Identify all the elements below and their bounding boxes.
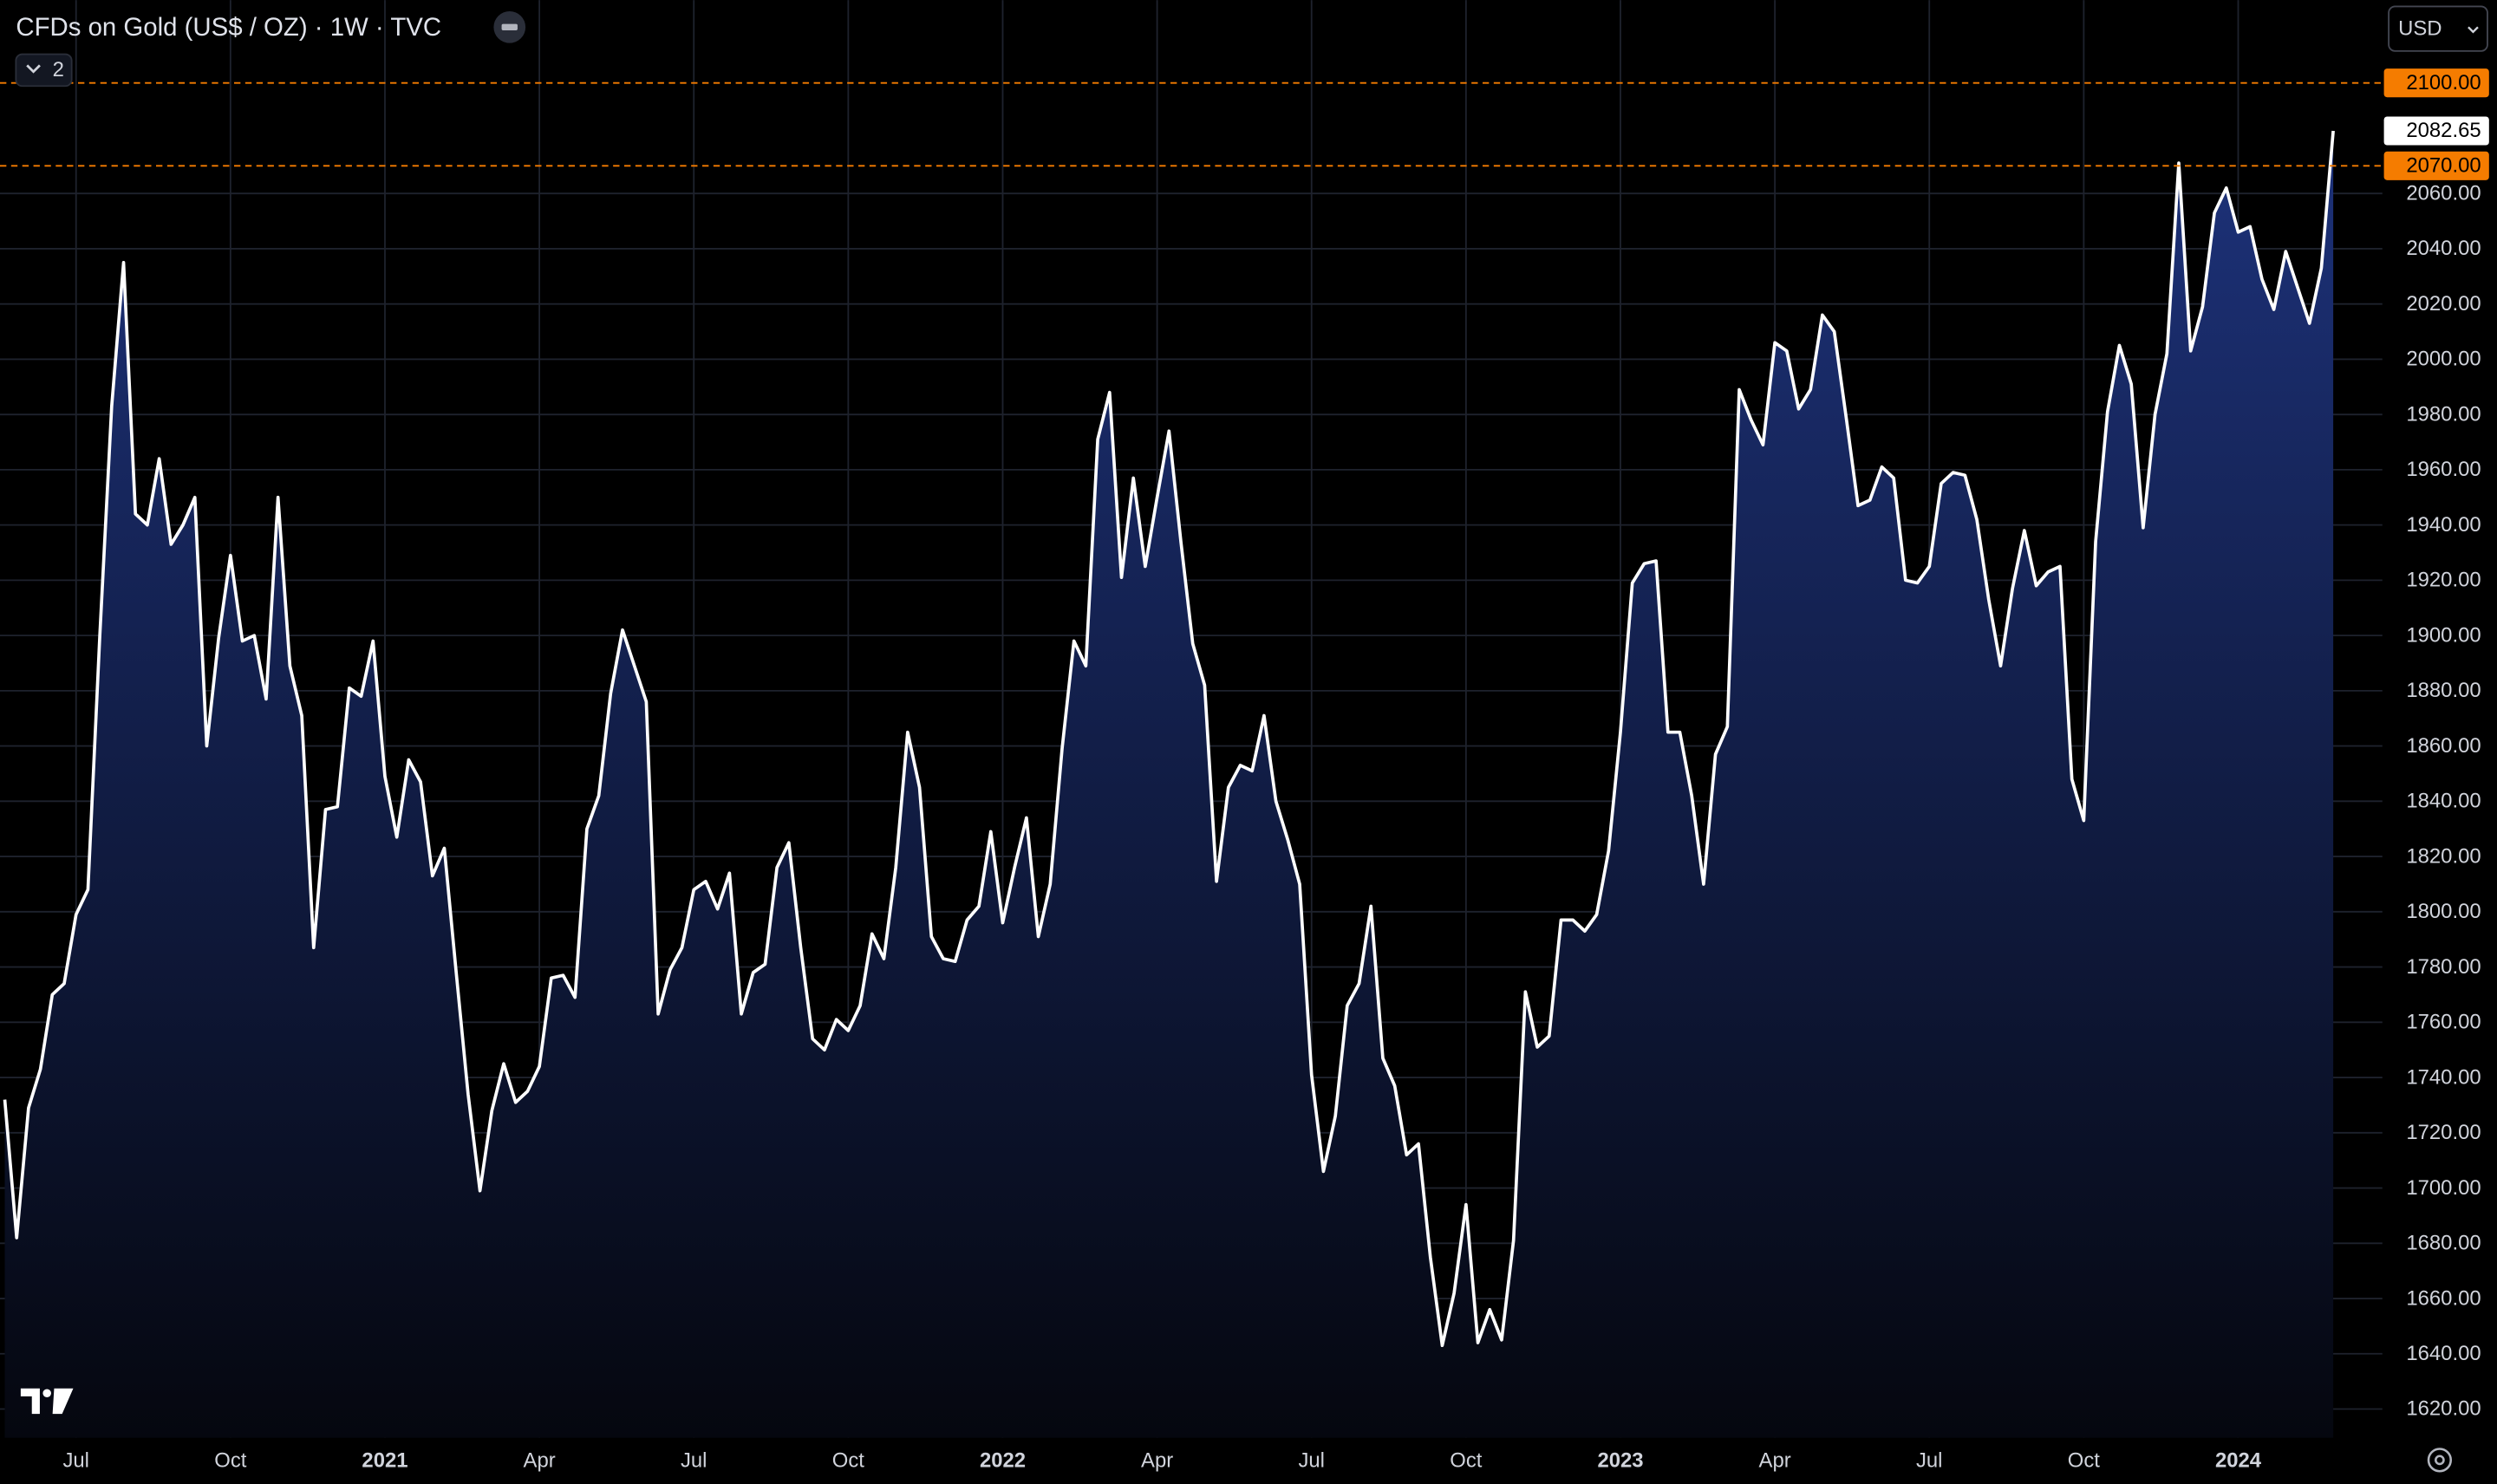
x-tick-label: 2021: [362, 1449, 407, 1473]
y-tick-label: 1940.00: [2406, 513, 2481, 537]
y-tick-label: 1920.00: [2406, 569, 2481, 592]
y-tick-label: 1960.00: [2406, 458, 2481, 481]
currency-chevron: [2468, 26, 2479, 34]
y-tick-label: 1720.00: [2406, 1121, 2481, 1144]
price-level-tag: [2383, 151, 2489, 180]
chevron: [26, 64, 41, 74]
y-tick-label: 2020.00: [2406, 292, 2481, 316]
price-level-label: 2100.00: [2406, 71, 2481, 94]
last-price-label: 2082.65: [2406, 119, 2481, 142]
settings-icon[interactable]: [2427, 1448, 2453, 1473]
x-tick-label: Jul: [681, 1449, 707, 1473]
x-tick-label: 2023: [1597, 1449, 1643, 1473]
y-tick-label: 1860.00: [2406, 734, 2481, 758]
x-tick-label: Oct: [2068, 1449, 2100, 1473]
price-level-label: 2070.00: [2406, 154, 2481, 178]
y-tick-label: 1880.00: [2406, 679, 2481, 702]
x-tick-label: 2024: [2215, 1449, 2262, 1473]
currency-button[interactable]: [2388, 5, 2488, 52]
x-tick-label: Jul: [1298, 1449, 1325, 1473]
y-tick-label: 2040.00: [2406, 237, 2481, 260]
area-fill: [4, 130, 2334, 1438]
chart-title: CFDs on Gold (US$ / OZ) · 1W · TVC: [16, 13, 441, 42]
y-tick-label: 1820.00: [2406, 844, 2481, 868]
y-tick-label: 1840.00: [2406, 790, 2481, 813]
x-tick-label: Oct: [832, 1449, 864, 1473]
x-tick-label: Apr: [524, 1449, 556, 1473]
y-tick-label: 1620.00: [2406, 1397, 2481, 1421]
x-tick-label: Jul: [1916, 1449, 1943, 1473]
y-tick-label: 2000.00: [2406, 348, 2481, 371]
tv-logo: [20, 1388, 74, 1415]
x-tick-label: Jul: [62, 1449, 89, 1473]
x-tick-label: 2022: [980, 1449, 1026, 1473]
currency-label: USD: [2398, 16, 2442, 40]
y-tick-label: 1700.00: [2406, 1176, 2481, 1200]
indicator-toggle[interactable]: [15, 53, 73, 88]
y-tick-label: 1740.00: [2406, 1065, 2481, 1089]
status-icon-dash: [501, 23, 518, 30]
indicator-count: 2: [53, 58, 64, 81]
y-tick-label: 1980.00: [2406, 402, 2481, 426]
y-tick-label: 1780.00: [2406, 955, 2481, 979]
y-tick-label: 1900.00: [2406, 623, 2481, 647]
y-tick-label: 1640.00: [2406, 1342, 2481, 1365]
x-tick-label: Apr: [1759, 1449, 1791, 1473]
y-tick-label: 1760.00: [2406, 1011, 2481, 1034]
x-tick-label: Apr: [1141, 1449, 1173, 1473]
x-tick-label: Oct: [1450, 1449, 1482, 1473]
x-tick-label: Oct: [214, 1449, 246, 1473]
y-tick-label: 1680.00: [2406, 1232, 2481, 1255]
y-tick-label: 1660.00: [2406, 1286, 2481, 1310]
last-price-tag: [2383, 116, 2489, 146]
price-level-tag: [2383, 68, 2489, 98]
y-tick-label: 1800.00: [2406, 900, 2481, 923]
price-line: [3, 130, 2335, 1348]
y-tick-label: 2060.00: [2406, 181, 2481, 205]
